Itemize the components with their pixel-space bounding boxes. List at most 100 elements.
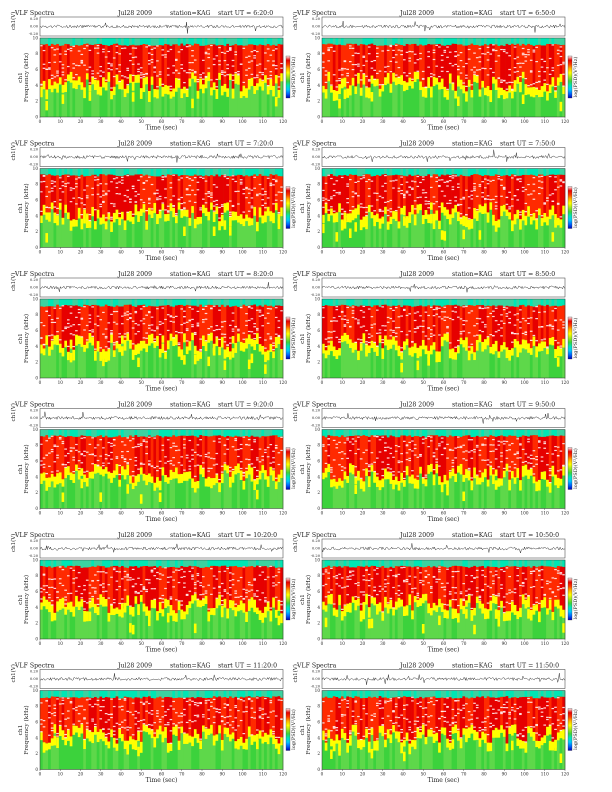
spectrogram-cell xyxy=(193,354,197,365)
spectrogram-speck xyxy=(551,67,555,69)
spectrogram-speck xyxy=(516,62,520,65)
spectrogram-speck xyxy=(123,458,127,461)
spectrogram-speck xyxy=(529,193,533,195)
spectrogram-cell xyxy=(96,465,100,473)
spectrogram-cell xyxy=(234,352,238,378)
spectrogram-speck xyxy=(484,67,487,70)
spectrogram-cell xyxy=(185,89,189,98)
spectrogram-cell xyxy=(94,350,97,361)
spectrogram-speck xyxy=(327,331,331,333)
spectrogram-cell xyxy=(158,436,162,481)
spectrogram-cell xyxy=(346,334,350,344)
spectrogram-cell xyxy=(180,43,184,89)
spectrogram-cell xyxy=(405,299,409,306)
spectrogram-speck xyxy=(492,44,495,46)
spectrogram-cell xyxy=(378,306,382,336)
spectrogram-speck xyxy=(327,174,331,176)
spectrogram-speck xyxy=(118,193,121,195)
spectrogram-speck xyxy=(126,462,130,464)
spectrogram-cell xyxy=(191,340,195,378)
spectrogram-cell xyxy=(215,168,219,175)
spectrogram-speck xyxy=(365,86,368,88)
spectrogram-speck xyxy=(527,317,530,319)
spectrogram-speck xyxy=(75,203,78,205)
spectrogram-cell xyxy=(156,168,160,177)
spectrogram-speck xyxy=(247,67,251,69)
spectrogram-speck xyxy=(435,65,439,67)
spectrogram-cell xyxy=(362,168,366,175)
spectrogram-cell xyxy=(365,305,369,344)
spectrogram-speck xyxy=(115,456,119,458)
spectrogram-cell xyxy=(180,175,184,210)
spectrogram-cell xyxy=(554,349,558,359)
spectrogram-cell xyxy=(274,435,278,482)
spectrogram-cell xyxy=(413,43,417,72)
spectrogram-cell xyxy=(532,212,536,221)
spectrogram-cell xyxy=(69,38,73,46)
x-tick-label: 30 xyxy=(98,380,104,385)
spectrogram-cell xyxy=(540,168,544,175)
spectrogram-speck xyxy=(338,77,341,80)
spectrogram-cell xyxy=(327,221,331,248)
spectrogram-cell xyxy=(226,88,230,97)
spectrogram-cell xyxy=(139,429,143,437)
spectrogram-cell xyxy=(231,45,235,89)
spectrogram-cell xyxy=(183,435,187,473)
spectrogram-cell xyxy=(405,227,409,248)
spectrogram-cell xyxy=(486,38,490,46)
spectrogram-cell xyxy=(239,350,243,378)
spectrogram-speck xyxy=(408,57,412,59)
spectrogram-cell xyxy=(183,305,187,334)
spectrogram-speck xyxy=(543,202,547,204)
spectrogram-speck xyxy=(61,71,65,73)
spectrogram-cell xyxy=(427,168,431,175)
spectrogram-cell xyxy=(112,95,116,117)
spectrogram-cell xyxy=(188,478,192,509)
spectrogram-speck xyxy=(118,336,121,338)
spectrogram-speck xyxy=(196,464,200,466)
spectrogram-cell xyxy=(169,174,173,204)
spectrogram-speck xyxy=(175,331,178,333)
spectrogram-speck xyxy=(142,182,146,184)
spectrogram-cell xyxy=(56,429,60,436)
spectrogram-speck xyxy=(392,49,395,52)
spectrogram-cell xyxy=(427,357,431,378)
spectrogram-cell xyxy=(85,477,89,487)
spectrogram-cell xyxy=(223,212,227,248)
spectrogram-speck xyxy=(142,440,146,443)
spectrogram-cell xyxy=(446,299,450,305)
spectrogram-speck xyxy=(546,347,549,349)
y-tick-label: 10 xyxy=(315,166,321,171)
spectrogram-cell xyxy=(80,429,84,436)
spectrogram-cell xyxy=(220,95,224,117)
spectrogram-cell xyxy=(88,175,92,221)
spectrogram-cell xyxy=(123,230,127,248)
spectrogram-cell xyxy=(457,168,460,177)
spectrogram-cell xyxy=(505,175,509,210)
spectrogram-cell xyxy=(421,299,425,307)
spectrogram-speck xyxy=(519,309,522,311)
spectrogram-cell xyxy=(231,348,235,358)
x-tick-label: 110 xyxy=(259,511,267,516)
spectrogram-cell xyxy=(497,87,501,99)
spectrogram-cell xyxy=(69,305,73,340)
spectrogram-cell xyxy=(220,304,224,338)
spectrogram-cell xyxy=(430,345,433,355)
spectrogram-cell xyxy=(69,339,73,349)
spectrogram-cell xyxy=(64,436,68,468)
spectrogram-cell xyxy=(497,174,501,220)
spectrogram-speck xyxy=(40,460,43,462)
spectrogram-speck xyxy=(253,55,256,57)
spectrogram-speck xyxy=(172,195,175,197)
spectrogram-cell xyxy=(134,485,138,509)
spectrogram-speck xyxy=(489,180,493,182)
spectrogram-cell xyxy=(362,435,366,482)
spectrogram-speck xyxy=(156,60,159,62)
spectrogram-cell xyxy=(215,88,219,99)
spectrogram-cell xyxy=(384,77,388,86)
spectrogram-speck xyxy=(94,209,97,211)
spectrogram-cell xyxy=(45,344,49,378)
spectrogram-speck xyxy=(357,323,360,325)
spectrogram-cell xyxy=(96,94,100,117)
spectrogram-cell xyxy=(188,305,192,342)
